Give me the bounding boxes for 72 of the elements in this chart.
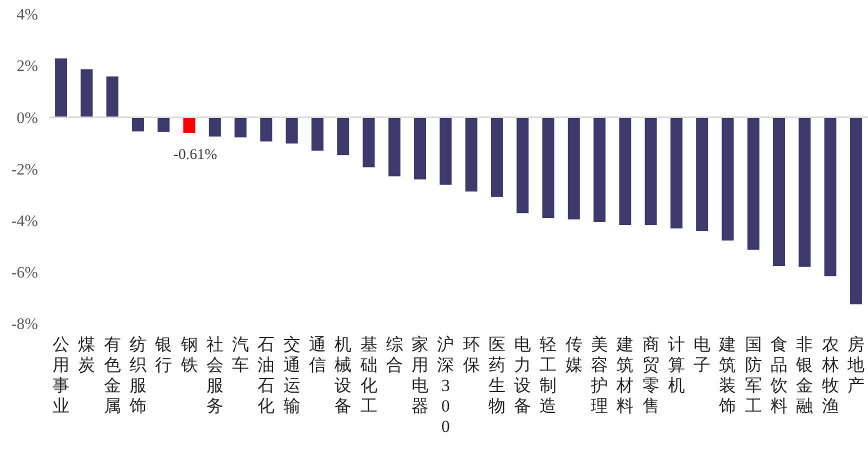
x-tick-label: 公用事业 — [52, 335, 70, 416]
x-tick-label: 银行 — [154, 335, 172, 374]
bar — [644, 117, 657, 226]
x-tick-label: 钢铁 — [180, 335, 198, 374]
x-tick-label: 电力设备 — [514, 335, 532, 416]
x-tick-label: 农林牧渔 — [820, 335, 839, 416]
x-tick-label: 轻工制造 — [540, 335, 557, 416]
bar — [234, 117, 247, 138]
bar — [542, 117, 554, 218]
bar — [80, 69, 93, 118]
x-tick-label: 社会服务 — [206, 335, 224, 416]
x-tick-label: 汽车 — [232, 335, 250, 374]
x-tick-label: 国防军工 — [744, 335, 762, 416]
bar — [132, 117, 144, 132]
bar — [465, 117, 478, 192]
bar — [490, 117, 503, 197]
bar — [440, 117, 452, 185]
bar — [773, 117, 786, 266]
x-tick-label: 商贸零售 — [642, 335, 660, 416]
bar — [747, 117, 760, 250]
bar — [183, 117, 196, 133]
bar — [286, 117, 298, 144]
x-tick-label: 美容护理 — [590, 335, 608, 416]
y-tick-label: -8% — [11, 316, 38, 334]
x-tick-label: 机械设备 — [334, 335, 352, 416]
x-tick-label: 交通运输 — [283, 335, 300, 416]
bar — [619, 117, 632, 226]
y-tick-label: 2% — [16, 58, 38, 76]
x-tick-label: 环保 — [462, 335, 480, 374]
bar — [55, 58, 68, 118]
x-tick-label: 煤炭 — [78, 335, 96, 374]
x-tick-label: 石油石化 — [258, 335, 275, 416]
x-tick-label: 房地产 — [846, 335, 864, 395]
x-tick-label: 基础化工 — [359, 335, 378, 416]
x-tick-label: 电子 — [694, 335, 711, 374]
y-tick-label: 4% — [16, 6, 38, 24]
x-tick-label: 综合 — [386, 335, 403, 374]
bar — [337, 117, 350, 156]
x-tick-label: 有色金属 — [104, 335, 121, 416]
bar — [798, 117, 811, 267]
x-tick-label: 建筑装饰 — [718, 335, 736, 416]
bar — [106, 76, 118, 118]
bar — [516, 117, 529, 214]
bar — [568, 117, 580, 220]
y-tick-label: 0% — [16, 110, 38, 127]
bar — [414, 117, 426, 180]
bar — [850, 117, 862, 304]
x-tick-label: 建筑材料 — [616, 335, 634, 416]
x-tick-label: 医药生物 — [488, 335, 506, 416]
x-tick-label: 家用电器 — [412, 335, 429, 416]
bar — [362, 117, 375, 168]
bar — [208, 117, 221, 137]
y-tick-label: -2% — [11, 161, 38, 178]
bar — [388, 117, 400, 176]
x-tick-label: 传媒 — [565, 335, 582, 374]
bar — [260, 117, 272, 142]
bar — [696, 117, 708, 231]
y-tick-label: -4% — [11, 213, 38, 230]
x-tick-label: 食品饮料 — [770, 335, 788, 416]
data-label: -0.61% — [173, 146, 218, 163]
bar — [158, 117, 170, 132]
x-tick-label: 非银金融 — [795, 335, 814, 416]
bar — [670, 117, 682, 228]
x-tick-label: 通信 — [308, 335, 326, 374]
bar — [722, 117, 734, 241]
bar — [311, 117, 324, 151]
bar — [594, 117, 606, 222]
y-tick-label: -6% — [11, 264, 38, 282]
x-tick-label: 纺织服饰 — [128, 335, 146, 416]
x-tick-label: 沪深300 — [437, 335, 454, 436]
x-tick-label: 计算机 — [668, 335, 685, 395]
bar — [824, 117, 836, 276]
